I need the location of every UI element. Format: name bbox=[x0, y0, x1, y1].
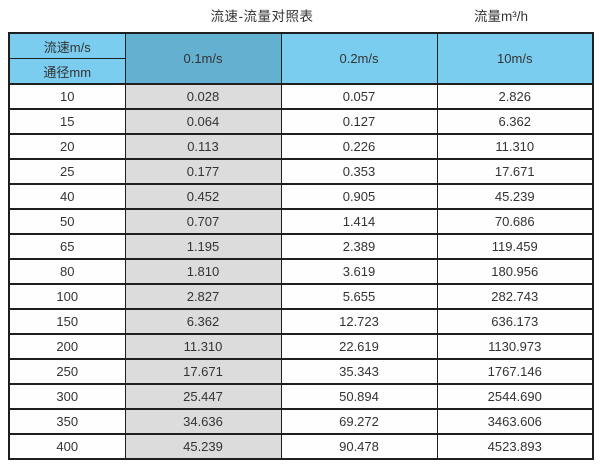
table-row: 350 34.636 69.272 3463.606 bbox=[8, 408, 594, 435]
flow-value-cell: 0.905 bbox=[280, 183, 438, 210]
table-header: 流速m/s 0.1m/s 0.2m/s 10m/s 通径mm bbox=[8, 32, 594, 85]
flow-value-cell: 69.272 bbox=[280, 408, 438, 435]
diameter-cell: 100 bbox=[8, 283, 126, 310]
flow-value-cell: 636.173 bbox=[436, 308, 594, 335]
column-header-0-1ms: 0.1m/s bbox=[124, 32, 282, 85]
flow-value-cell: 0.127 bbox=[280, 108, 438, 135]
flow-value-cell: 25.447 bbox=[124, 383, 282, 410]
diameter-unit-header: 通径mm bbox=[8, 58, 126, 85]
diameter-cell: 20 bbox=[8, 133, 126, 160]
flow-value-cell: 0.177 bbox=[124, 158, 282, 185]
diameter-cell: 300 bbox=[8, 383, 126, 410]
flow-value-cell: 34.636 bbox=[124, 408, 282, 435]
flow-value-cell: 0.353 bbox=[280, 158, 438, 185]
flow-value-cell: 17.671 bbox=[436, 158, 594, 185]
flow-value-cell: 45.239 bbox=[436, 183, 594, 210]
flow-value-cell: 2544.690 bbox=[436, 383, 594, 410]
flow-value-cell: 17.671 bbox=[124, 358, 282, 385]
flow-value-cell: 22.619 bbox=[280, 333, 438, 360]
table-row: 40 0.452 0.905 45.239 bbox=[8, 183, 594, 210]
flow-rate-table: 流速m/s 0.1m/s 0.2m/s 10m/s 通径mm 10 0.028 0.… bbox=[8, 32, 594, 460]
diameter-cell: 150 bbox=[8, 308, 126, 335]
diameter-cell: 25 bbox=[8, 158, 126, 185]
table-row: 300 25.447 50.894 2544.690 bbox=[8, 383, 594, 410]
flow-value-cell: 1.810 bbox=[124, 258, 282, 285]
flow-value-cell: 45.239 bbox=[124, 433, 282, 460]
flow-value-cell: 12.723 bbox=[280, 308, 438, 335]
flow-value-cell: 11.310 bbox=[124, 333, 282, 360]
flow-value-cell: 70.686 bbox=[436, 208, 594, 235]
diameter-cell: 80 bbox=[8, 258, 126, 285]
diameter-cell: 200 bbox=[8, 333, 126, 360]
flow-value-cell: 6.362 bbox=[436, 108, 594, 135]
flow-value-cell: 0.226 bbox=[280, 133, 438, 160]
table-row: 10 0.028 0.057 2.826 bbox=[8, 83, 594, 110]
flow-value-cell: 11.310 bbox=[436, 133, 594, 160]
flow-value-cell: 282.743 bbox=[436, 283, 594, 310]
diameter-cell: 65 bbox=[8, 233, 126, 260]
flow-value-cell: 6.362 bbox=[124, 308, 282, 335]
diameter-cell: 250 bbox=[8, 358, 126, 385]
flow-value-cell: 5.655 bbox=[280, 283, 438, 310]
flow-value-cell: 1767.146 bbox=[436, 358, 594, 385]
flow-unit-label: 流量m³/h bbox=[474, 9, 528, 24]
table-row: 200 11.310 22.619 1130.973 bbox=[8, 333, 594, 360]
flow-value-cell: 2.827 bbox=[124, 283, 282, 310]
column-header-0-2ms: 0.2m/s bbox=[280, 32, 438, 85]
diameter-cell: 400 bbox=[8, 433, 126, 460]
diameter-cell: 50 bbox=[8, 208, 126, 235]
column-header-10ms: 10m/s bbox=[436, 32, 594, 85]
diameter-cell: 10 bbox=[8, 83, 126, 110]
velocity-unit-header: 流速m/s bbox=[8, 32, 126, 59]
flow-value-cell: 119.459 bbox=[436, 233, 594, 260]
diameter-cell: 15 bbox=[8, 108, 126, 135]
flow-value-cell: 0.057 bbox=[280, 83, 438, 110]
flow-value-cell: 90.478 bbox=[280, 433, 438, 460]
flow-value-cell: 50.894 bbox=[280, 383, 438, 410]
table-row: 25 0.177 0.353 17.671 bbox=[8, 158, 594, 185]
flow-value-cell: 1.195 bbox=[124, 233, 282, 260]
table-row: 80 1.810 3.619 180.956 bbox=[8, 258, 594, 285]
table-row: 15 0.064 0.127 6.362 bbox=[8, 108, 594, 135]
flow-value-cell: 3.619 bbox=[280, 258, 438, 285]
table-row: 65 1.195 2.389 119.459 bbox=[8, 233, 594, 260]
flow-value-cell: 0.113 bbox=[124, 133, 282, 160]
table-row: 400 45.239 90.478 4523.893 bbox=[8, 433, 594, 460]
table-row: 250 17.671 35.343 1767.146 bbox=[8, 358, 594, 385]
flow-value-cell: 0.028 bbox=[124, 83, 282, 110]
flow-value-cell: 0.707 bbox=[124, 208, 282, 235]
flow-value-cell: 2.826 bbox=[436, 83, 594, 110]
flow-value-cell: 1130.973 bbox=[436, 333, 594, 360]
flow-value-cell: 2.389 bbox=[280, 233, 438, 260]
table-row: 20 0.113 0.226 11.310 bbox=[8, 133, 594, 160]
flow-value-cell: 35.343 bbox=[280, 358, 438, 385]
flow-value-cell: 4523.893 bbox=[436, 433, 594, 460]
table-row: 150 6.362 12.723 636.173 bbox=[8, 308, 594, 335]
flow-value-cell: 0.452 bbox=[124, 183, 282, 210]
flow-value-cell: 0.064 bbox=[124, 108, 282, 135]
table-row: 100 2.827 5.655 282.743 bbox=[8, 283, 594, 310]
page-title: 流速-流量对照表 bbox=[210, 9, 314, 24]
flow-table-body: 10 0.028 0.057 2.826 15 0.064 0.127 6.362 20 0.11… bbox=[8, 83, 594, 460]
table-row: 50 0.707 1.414 70.686 bbox=[8, 208, 594, 235]
title-bar: 流速-流量对照表 流量m³/h bbox=[0, 0, 600, 30]
diameter-cell: 40 bbox=[8, 183, 126, 210]
flow-value-cell: 3463.606 bbox=[436, 408, 594, 435]
diameter-cell: 350 bbox=[8, 408, 126, 435]
flow-value-cell: 1.414 bbox=[280, 208, 438, 235]
flow-value-cell: 180.956 bbox=[436, 258, 594, 285]
